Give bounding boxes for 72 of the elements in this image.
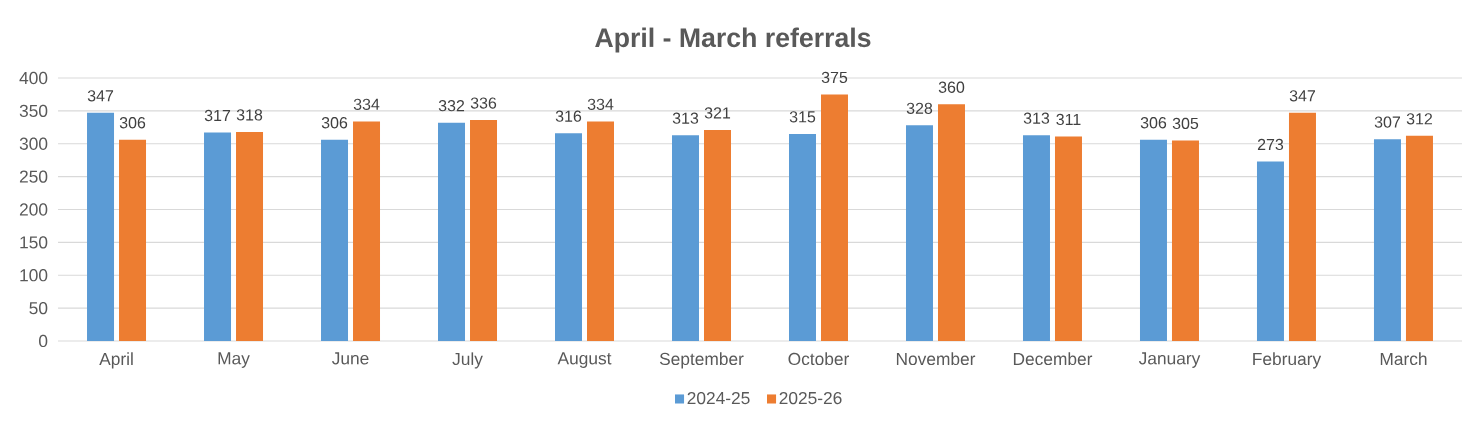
chart-title: April - March referrals (595, 27, 871, 53)
data-label: 334 (587, 98, 614, 110)
data-label: 306 (1140, 117, 1167, 129)
x-tick-label: January (1138, 352, 1201, 368)
y-tick-label: 100 (20, 269, 48, 282)
x-tick-label: May (218, 352, 250, 368)
bar (1405, 135, 1433, 341)
bar (1054, 136, 1082, 341)
data-label: 311 (1056, 113, 1081, 126)
bar (1022, 135, 1050, 341)
x-tick-label: October (788, 352, 850, 366)
bar (789, 133, 816, 341)
y-tick-label: 150 (20, 236, 48, 249)
data-label: 306 (321, 117, 348, 129)
data-label: 332 (438, 100, 465, 112)
y-tick-label: 250 (19, 170, 48, 183)
bar (937, 104, 965, 341)
data-label: 318 (236, 109, 263, 121)
legend-label: 2025-26 (779, 391, 842, 405)
bar (905, 125, 933, 341)
x-tick-label: September (659, 352, 744, 369)
data-label: 347 (87, 90, 114, 102)
data-label: 315 (789, 111, 816, 123)
bar (236, 131, 264, 341)
bar (821, 94, 848, 341)
legend-label: 2024-25 (687, 391, 750, 405)
bar (1373, 139, 1401, 341)
y-tick-label: 0 (39, 334, 48, 348)
bar (1256, 161, 1284, 341)
data-label: 305 (1172, 117, 1199, 130)
bar (1288, 112, 1316, 341)
y-tick-label: 200 (19, 203, 48, 216)
bar (704, 129, 731, 341)
x-tick-label: November (896, 352, 976, 366)
data-label: 360 (938, 81, 965, 93)
data-label: 317 (204, 109, 231, 122)
data-label: 313 (1023, 112, 1050, 124)
y-tick-label: 350 (19, 104, 48, 117)
x-tick-label: February (1253, 352, 1322, 369)
bar (438, 122, 466, 341)
x-tick-label: August (557, 352, 612, 368)
bar (204, 132, 232, 341)
y-tick-label: 300 (19, 137, 48, 150)
x-tick-label: July (452, 352, 483, 369)
x-tick-label: December (1013, 352, 1093, 366)
data-label: 334 (353, 98, 380, 110)
x-tick-label: June (331, 352, 369, 365)
data-label: 306 (119, 117, 146, 129)
bar (470, 120, 498, 341)
data-label: 312 (1406, 113, 1433, 125)
bar (555, 133, 582, 341)
bar (321, 139, 349, 341)
data-label: 307 (1374, 116, 1401, 128)
bar (1139, 139, 1167, 341)
y-tick-label: 50 (29, 301, 48, 315)
data-label: 316 (555, 110, 582, 122)
data-label: 375 (821, 71, 848, 84)
data-label: 321 (704, 107, 731, 119)
bar (353, 121, 381, 341)
data-label: 328 (906, 102, 933, 114)
data-label: 347 (1289, 90, 1316, 102)
y-tick-label: 400 (19, 71, 48, 85)
bar (672, 135, 699, 341)
x-tick-label: March (1380, 352, 1427, 366)
data-label: 336 (470, 97, 497, 109)
x-tick-label: April (99, 352, 133, 369)
bar (87, 112, 115, 341)
bar (587, 121, 614, 341)
data-label: 313 (672, 112, 699, 124)
data-label: 273 (1257, 138, 1284, 151)
bar (1171, 140, 1199, 341)
bar (119, 139, 147, 341)
